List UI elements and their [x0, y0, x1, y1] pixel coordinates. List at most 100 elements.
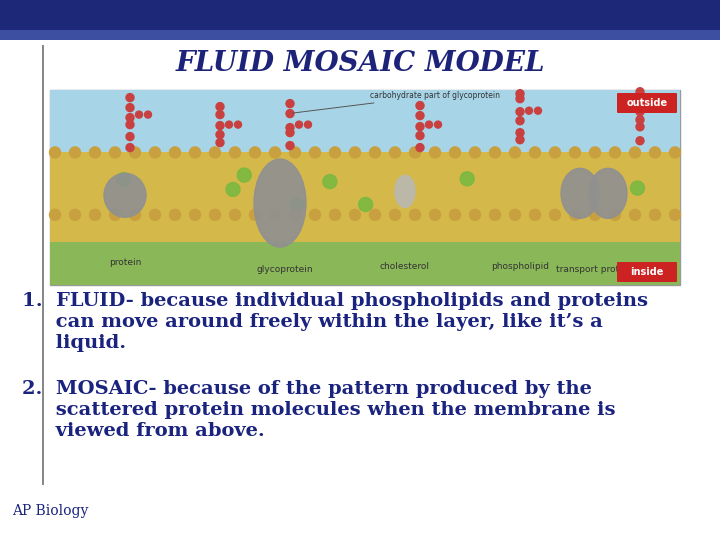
Circle shape	[636, 108, 644, 116]
Circle shape	[570, 210, 580, 220]
Circle shape	[269, 210, 281, 220]
Ellipse shape	[104, 173, 146, 217]
Circle shape	[636, 137, 644, 145]
Text: carbohydrate part of glycoprotein: carbohydrate part of glycoprotein	[293, 91, 500, 113]
Circle shape	[330, 210, 341, 220]
Circle shape	[460, 172, 474, 186]
Circle shape	[126, 120, 134, 129]
Circle shape	[349, 147, 361, 158]
Circle shape	[529, 147, 541, 158]
Circle shape	[250, 210, 261, 220]
Circle shape	[130, 147, 140, 158]
Circle shape	[310, 210, 320, 220]
Bar	[0, 0, 720, 30]
Circle shape	[526, 107, 533, 114]
Circle shape	[70, 147, 81, 158]
Bar	[50, 90, 680, 168]
Circle shape	[516, 90, 524, 98]
Circle shape	[349, 210, 361, 220]
Circle shape	[416, 132, 424, 140]
Bar	[50, 152, 680, 250]
Circle shape	[230, 147, 240, 158]
Circle shape	[529, 210, 541, 220]
Circle shape	[126, 144, 134, 152]
Circle shape	[430, 147, 441, 158]
Circle shape	[150, 147, 161, 158]
Circle shape	[289, 210, 300, 220]
Circle shape	[210, 147, 220, 158]
Circle shape	[516, 117, 524, 125]
Circle shape	[135, 111, 143, 118]
Circle shape	[390, 210, 400, 220]
Text: inside: inside	[630, 267, 664, 277]
Circle shape	[145, 111, 151, 118]
Circle shape	[286, 141, 294, 150]
Circle shape	[416, 112, 424, 119]
Circle shape	[126, 133, 134, 140]
Text: 2.  MOSAIC- because of the pattern produced by the
     scattered protein molecu: 2. MOSAIC- because of the pattern produc…	[22, 380, 616, 440]
Text: protein: protein	[109, 258, 141, 267]
Circle shape	[89, 147, 101, 158]
Circle shape	[390, 147, 400, 158]
Circle shape	[295, 121, 302, 128]
Circle shape	[238, 168, 251, 182]
Circle shape	[449, 210, 461, 220]
Circle shape	[631, 181, 644, 195]
Bar	[50, 90, 680, 285]
Circle shape	[570, 147, 580, 158]
Circle shape	[126, 113, 134, 122]
Circle shape	[89, 210, 101, 220]
Circle shape	[636, 94, 644, 103]
Circle shape	[235, 121, 241, 128]
Text: transport protein: transport protein	[557, 266, 634, 274]
Circle shape	[150, 210, 161, 220]
Circle shape	[636, 116, 644, 124]
Circle shape	[130, 210, 140, 220]
Circle shape	[510, 147, 521, 158]
Circle shape	[216, 139, 224, 146]
FancyBboxPatch shape	[617, 262, 677, 282]
Circle shape	[590, 147, 600, 158]
Ellipse shape	[395, 176, 415, 207]
Circle shape	[670, 210, 680, 220]
Circle shape	[610, 210, 621, 220]
Circle shape	[449, 147, 461, 158]
Circle shape	[430, 210, 441, 220]
Circle shape	[216, 111, 224, 119]
Circle shape	[169, 210, 181, 220]
Circle shape	[330, 147, 341, 158]
Circle shape	[359, 198, 373, 212]
Circle shape	[434, 121, 441, 128]
Circle shape	[629, 210, 641, 220]
Circle shape	[649, 147, 660, 158]
Circle shape	[226, 183, 240, 197]
Circle shape	[629, 147, 641, 158]
Circle shape	[369, 147, 380, 158]
Circle shape	[490, 147, 500, 158]
Circle shape	[426, 121, 433, 128]
Circle shape	[286, 99, 294, 107]
Circle shape	[516, 129, 524, 137]
Text: 1.  FLUID- because individual phospholipids and proteins
     can move around fr: 1. FLUID- because individual phospholipi…	[22, 292, 648, 352]
Circle shape	[590, 210, 600, 220]
Circle shape	[286, 129, 294, 137]
Circle shape	[305, 121, 312, 128]
Circle shape	[286, 110, 294, 118]
Circle shape	[549, 210, 560, 220]
Bar	[50, 242, 680, 285]
Circle shape	[510, 210, 521, 220]
Circle shape	[50, 147, 60, 158]
Circle shape	[416, 123, 424, 131]
Circle shape	[216, 131, 224, 139]
Circle shape	[225, 121, 233, 128]
Ellipse shape	[254, 159, 306, 247]
Circle shape	[230, 210, 240, 220]
Circle shape	[490, 210, 500, 220]
Circle shape	[649, 210, 660, 220]
Bar	[42, 45, 44, 485]
Bar	[0, 30, 720, 40]
Circle shape	[646, 105, 652, 112]
Circle shape	[534, 107, 541, 114]
Circle shape	[250, 147, 261, 158]
Text: AP Biology: AP Biology	[12, 504, 89, 518]
